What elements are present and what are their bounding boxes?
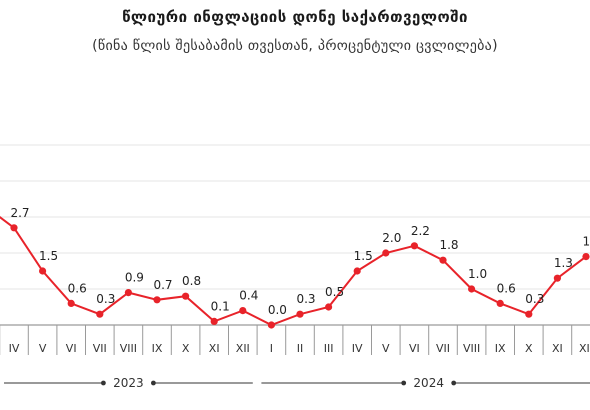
chart-title: წლიური ინფლაციის დონე საქართველოში [122,8,468,26]
x-tick-label: XII [579,342,590,355]
data-label: 2.2 [411,224,430,238]
year-bracket-dot [101,380,106,386]
data-label: 0.3 [96,292,115,306]
x-tick-label: VII [93,342,107,355]
data-label: 1.0 [468,267,487,281]
year-bracket-dot [401,380,407,386]
x-tick-label: VI [66,342,77,355]
data-label: 0.6 [68,281,87,295]
data-point [96,310,104,318]
data-point [39,267,47,275]
data-point [468,285,476,293]
data-point [182,292,190,300]
chart-subtitle: (წინა წლის შესაბამის თვესთან, პროცენტული… [92,38,498,54]
x-tick-label: IV [9,342,20,355]
year-bracket-dot [151,380,156,386]
data-label: 1.5 [354,249,373,263]
year-bracket-dot [451,380,457,386]
data-point [67,299,75,307]
x-tick-label: V [382,342,390,355]
data-point [210,317,218,325]
x-tick-label: VIII [463,342,480,355]
year-label: 2023 [113,376,144,390]
data-label: 1.9 [582,235,590,249]
data-point [582,253,590,261]
series-line [0,215,587,327]
x-tick-label: V [39,342,47,355]
data-label: 0.6 [497,281,516,295]
x-tick-label: XI [209,342,220,355]
x-tick-label: VII [436,342,450,355]
x-tick-label: IX [152,342,163,355]
data-point [353,267,361,275]
data-point [496,299,504,307]
data-point [153,296,161,304]
data-label: 1.5 [39,249,58,263]
data-label: 0.8 [182,274,201,288]
x-tick-label: XII [236,342,250,355]
data-label: 0.0 [268,303,287,317]
x-tick-label: X [182,342,190,355]
data-point [410,242,418,250]
data-label: 0.3 [296,292,315,306]
year-label: 2024 [413,376,444,390]
data-point [382,249,390,257]
data-point [239,307,247,315]
x-tick-label: II [297,342,304,355]
x-tick-label: III [324,342,334,355]
x-tick-label: VI [409,342,420,355]
data-label: 0.9 [125,271,144,285]
x-tick-label: XI [552,342,563,355]
data-label: 1.3 [554,256,573,270]
data-label: 0.3 [525,292,544,306]
data-label: 0.5 [325,285,344,299]
data-point [553,274,562,282]
data-label: 0.4 [239,289,258,303]
data-label: 2.7 [10,206,29,220]
data-point [296,310,304,318]
data-point [124,289,132,297]
x-tick-label: VIII [120,342,137,355]
x-tick-label: IV [352,342,363,355]
data-point [10,224,18,232]
data-point [325,303,333,311]
x-tick-label: X [525,342,533,355]
data-point [267,321,275,329]
data-label: 0.7 [153,278,172,292]
data-point [525,310,533,318]
x-tick-label: IX [495,342,506,355]
data-label: 1.8 [439,238,458,252]
data-point [439,256,447,264]
data-label: 0.1 [211,299,230,313]
data-label: 2.0 [382,231,401,245]
x-tick-label: I [270,342,273,355]
